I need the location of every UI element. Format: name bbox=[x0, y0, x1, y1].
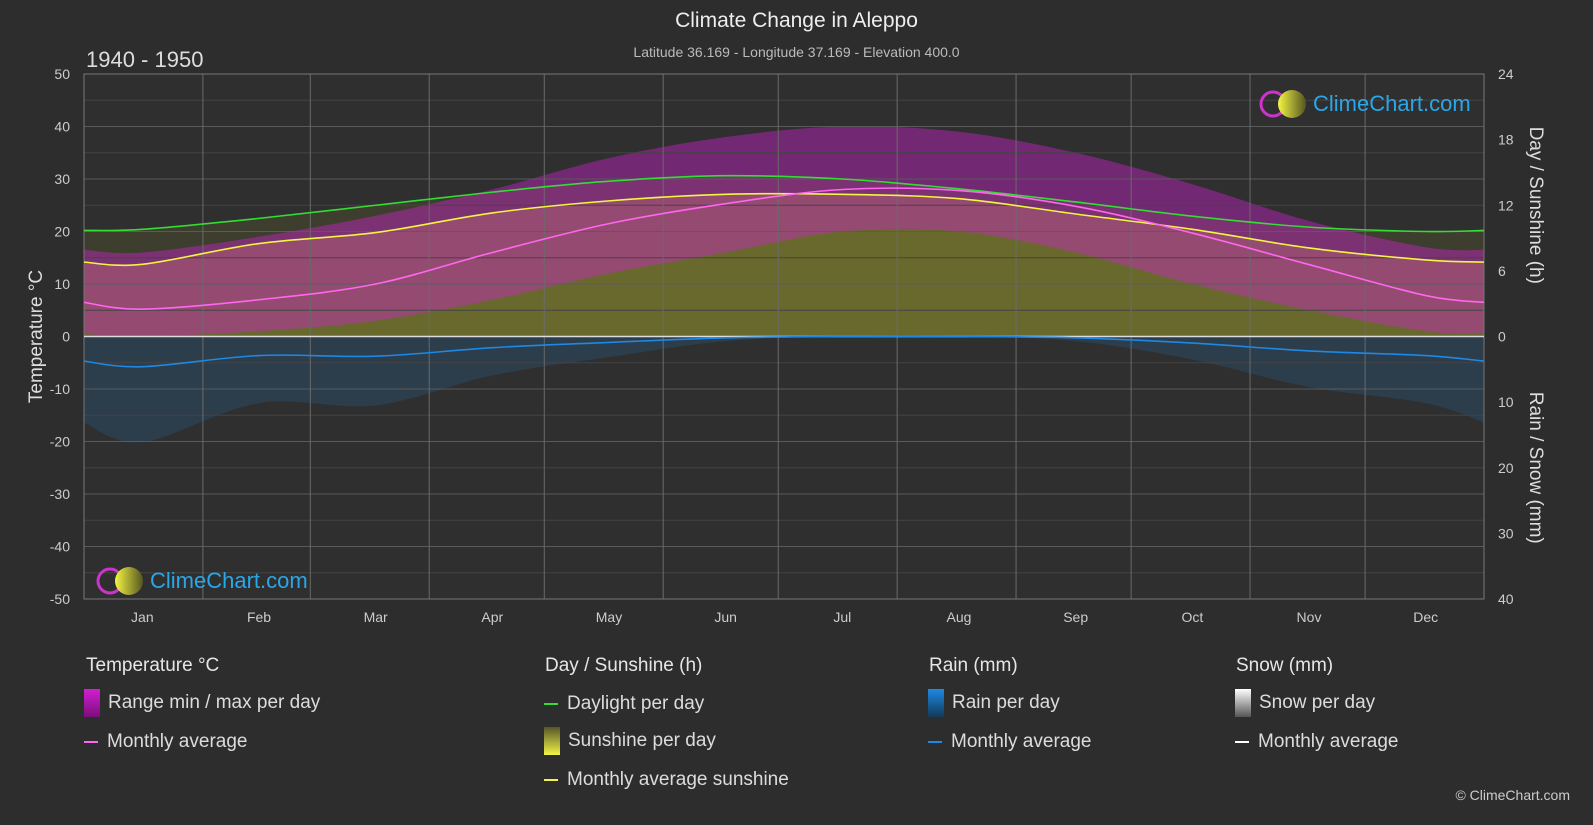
month-label: Feb bbox=[247, 609, 271, 625]
legend-sunshine: Sunshine per day bbox=[544, 727, 716, 755]
month-label: Mar bbox=[364, 609, 388, 625]
temp-tick-label: -30 bbox=[50, 486, 70, 502]
climechart-logo-icon bbox=[96, 567, 143, 595]
sunshine-avg-swatch bbox=[544, 779, 558, 781]
temp-tick-label: -50 bbox=[50, 591, 70, 607]
legend-rain-title: Rain (mm) bbox=[929, 655, 1018, 676]
snow-avg-swatch bbox=[1235, 741, 1249, 743]
temp-avg-swatch bbox=[84, 741, 98, 743]
hours-tick-label: 0 bbox=[1498, 329, 1506, 345]
legend-snow-avg: Monthly average bbox=[1235, 731, 1398, 753]
rain-swatch bbox=[928, 689, 944, 717]
period-label: 1940 - 1950 bbox=[86, 47, 204, 72]
legend-sun-title: Day / Sunshine (h) bbox=[545, 655, 703, 676]
hours-tick-label: 18 bbox=[1498, 132, 1514, 148]
climechart-logo-icon bbox=[1259, 90, 1306, 118]
temp-tick-label: -20 bbox=[50, 434, 70, 450]
legend-temp-range-label: Range min / max per day bbox=[108, 692, 321, 713]
legend-rain-avg-label: Monthly average bbox=[951, 731, 1092, 752]
temp-tick-label: 10 bbox=[54, 276, 70, 292]
temp-tick-label: 0 bbox=[62, 329, 70, 345]
temp-avg-line bbox=[83, 187, 1485, 311]
temp-range-swatch bbox=[84, 689, 100, 717]
daylight-swatch bbox=[544, 703, 558, 705]
y-axis-label-right-top: Day / Sunshine (h) bbox=[1525, 127, 1546, 284]
temp-tick-label: -40 bbox=[50, 539, 70, 555]
logo-text: ClimeChart.com bbox=[1313, 91, 1471, 116]
month-label: Aug bbox=[947, 609, 972, 625]
legend-sunshine-label: Sunshine per day bbox=[568, 730, 716, 751]
snow-swatch bbox=[1235, 689, 1251, 717]
rain-tick-label: 20 bbox=[1498, 460, 1514, 476]
logo-top[interactable]: ClimeChart.com bbox=[1259, 88, 1471, 120]
legend-daylight: Daylight per day bbox=[544, 693, 704, 715]
legend-snow-title: Snow (mm) bbox=[1236, 655, 1334, 676]
rain-tick-label: 30 bbox=[1498, 525, 1514, 541]
temp-tick-label: 40 bbox=[54, 119, 70, 135]
month-label: Oct bbox=[1181, 609, 1203, 625]
month-label: Jan bbox=[131, 609, 154, 625]
legend-snow-day-label: Snow per day bbox=[1259, 692, 1376, 713]
logo-text: ClimeChart.com bbox=[150, 568, 308, 593]
hours-tick-label: 24 bbox=[1498, 66, 1514, 82]
rain-tick-label: 10 bbox=[1498, 394, 1514, 410]
month-label: May bbox=[596, 609, 622, 625]
legend-temp-avg: Monthly average bbox=[84, 731, 247, 753]
temp-tick-label: -10 bbox=[50, 381, 70, 397]
legend-daylight-label: Daylight per day bbox=[567, 693, 705, 714]
legend-rain-day: Rain per day bbox=[928, 689, 1060, 717]
daylight-area bbox=[84, 175, 1484, 337]
sunshine-swatch bbox=[544, 727, 560, 755]
chart-subtitle: Latitude 36.169 - Longitude 37.169 - Ele… bbox=[633, 44, 960, 60]
logo-bottom[interactable]: ClimeChart.com bbox=[96, 565, 308, 597]
legend-sunshine-avg: Monthly average sunshine bbox=[544, 769, 789, 791]
sunshine-avg-line bbox=[83, 192, 1485, 267]
month-label: Jul bbox=[833, 609, 851, 625]
legend-snow-day: Snow per day bbox=[1235, 689, 1375, 717]
legend-sunshine-avg-label: Monthly average sunshine bbox=[567, 769, 789, 790]
y-axis-label-right-bottom: Rain / Snow (mm) bbox=[1525, 392, 1546, 544]
month-label: Nov bbox=[1297, 609, 1322, 625]
chart-title: Climate Change in Aleppo bbox=[675, 9, 918, 32]
y-axis-label-left: Temperature °C bbox=[26, 270, 47, 403]
month-label: Sep bbox=[1063, 609, 1088, 625]
hours-tick-label: 12 bbox=[1498, 197, 1514, 213]
legend-temp-avg-label: Monthly average bbox=[107, 731, 248, 752]
sunshine-area bbox=[84, 193, 1484, 337]
month-label: Dec bbox=[1413, 609, 1438, 625]
temp-tick-label: 30 bbox=[54, 171, 70, 187]
hours-tick-label: 6 bbox=[1498, 263, 1506, 279]
legend-temperature-title: Temperature °C bbox=[86, 655, 220, 676]
legend-rain-day-label: Rain per day bbox=[952, 692, 1060, 713]
legend-snow-avg-label: Monthly average bbox=[1258, 731, 1399, 752]
month-label: Jun bbox=[714, 609, 737, 625]
daylight-line bbox=[83, 174, 1485, 233]
legend-temp-range: Range min / max per day bbox=[84, 689, 320, 717]
rain-tick-label: 40 bbox=[1498, 591, 1514, 607]
temp-tick-label: 20 bbox=[54, 224, 70, 240]
copyright: © ClimeChart.com bbox=[1455, 787, 1570, 803]
rain-avg-line bbox=[83, 335, 1485, 368]
temp-tick-label: 50 bbox=[54, 66, 70, 82]
legend-rain-avg: Monthly average bbox=[928, 731, 1091, 753]
rain-avg-swatch bbox=[928, 741, 942, 743]
month-label: Apr bbox=[481, 609, 503, 625]
